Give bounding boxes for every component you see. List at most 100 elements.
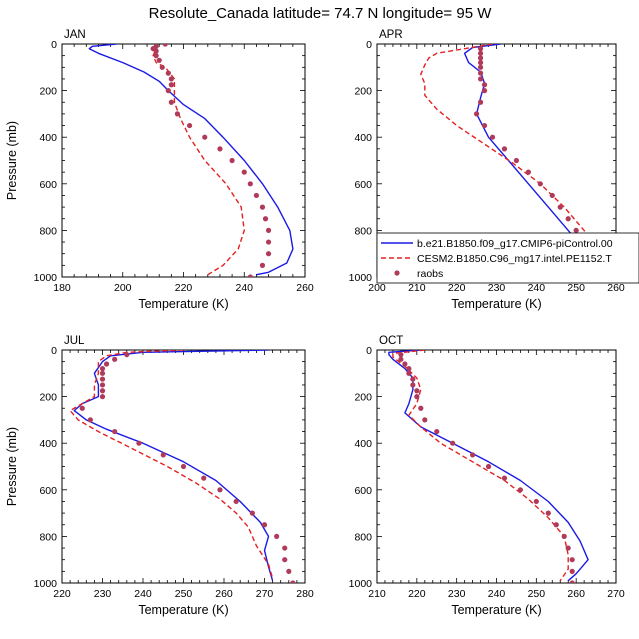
raobs-point [274, 533, 280, 540]
raobs-point [450, 440, 456, 446]
raobs-point [549, 192, 555, 199]
raobs-point [286, 568, 292, 574]
x-tick-label: 240 [528, 282, 546, 294]
raobs-point [265, 227, 272, 233]
raobs-point [180, 463, 187, 470]
legend-label: CESM2.B1850.C96_mg17.intel.PE1152.T [417, 253, 612, 265]
raobs-point [136, 440, 142, 446]
raobs-point [569, 568, 575, 574]
y-tick-label: 0 [51, 39, 57, 51]
raobs-point [160, 452, 166, 458]
raobs-point [422, 417, 428, 423]
y-tick-label: 800 [39, 225, 57, 237]
y-tick-label: 600 [354, 485, 372, 497]
y-tick-label: 800 [354, 531, 372, 543]
raobs-point [513, 157, 520, 164]
raobs-point [156, 57, 162, 63]
panel-jan: 180 200 220 240 260 0 200 400 600 800 1000 JAN Tempe… [5, 29, 314, 311]
raobs-point [168, 82, 174, 88]
raobs-point [561, 533, 567, 540]
x-tick-label: 200 [368, 282, 386, 294]
x-tick-label: 230 [488, 282, 506, 294]
raobs-point [124, 352, 130, 358]
x-tick-label: 250 [567, 282, 585, 294]
legend-label: b.e21.B1850.f09_g17.CMIP6-piControl.00 [417, 238, 613, 250]
raobs-point [259, 204, 266, 210]
x-tick-label: 260 [215, 588, 233, 600]
y-tick-label: 600 [354, 179, 372, 191]
raobs-point [477, 50, 484, 56]
raobs-point [217, 487, 223, 493]
y-tick-label: 400 [354, 438, 372, 450]
raobs-point [282, 545, 288, 551]
raobs-point [501, 475, 508, 481]
raobs-point [174, 111, 181, 117]
raobs-point [573, 227, 579, 233]
x-tick-label: 220 [448, 282, 466, 294]
raobs-point [112, 428, 118, 435]
raobs-point [398, 356, 404, 362]
raobs-point [87, 417, 93, 423]
panel-label: OCT [379, 335, 403, 347]
x-axis-title: Temperature (K) [138, 297, 228, 311]
x-tick-label: 200 [114, 282, 132, 294]
raobs-point [501, 146, 508, 152]
raobs-point [565, 216, 571, 222]
x-tick-label: 260 [607, 282, 625, 294]
y-tick-label: 600 [39, 179, 57, 191]
raobs-point [402, 361, 408, 367]
x-tick-label: 210 [408, 282, 426, 294]
panel-label: JAN [64, 29, 86, 41]
legend-marker-dot [394, 270, 400, 276]
raobs-point [262, 216, 269, 222]
raobs-point [477, 76, 484, 82]
series-line-cesm2 [152, 44, 245, 276]
x-tick-label: 240 [235, 282, 253, 294]
raobs-point [99, 366, 106, 372]
raobs-point [165, 88, 171, 94]
raobs-point [481, 82, 488, 88]
raobs-point [410, 376, 416, 382]
raobs-point [153, 48, 159, 54]
raobs-point [259, 262, 266, 268]
y-tick-label: 400 [39, 438, 57, 450]
raobs-point [477, 46, 484, 52]
y-tick-label: 800 [39, 531, 57, 543]
raobs-point [477, 70, 484, 76]
y-tick-label: 400 [354, 132, 372, 144]
y-tick-label: 200 [354, 86, 372, 98]
series-line-piControl [88, 44, 294, 276]
raobs-point [565, 545, 571, 551]
raobs-point [241, 169, 247, 175]
raobs-point [477, 55, 484, 61]
raobs-point [545, 510, 551, 516]
raobs-point [477, 64, 484, 70]
raobs-point [406, 370, 412, 376]
raobs-point [159, 64, 165, 70]
raobs-point [99, 382, 106, 388]
x-tick-label: 250 [175, 588, 193, 600]
plot-area [88, 44, 294, 277]
panel-label: APR [379, 29, 403, 41]
raobs-point [217, 146, 223, 152]
x-axis-title: Temperature (K) [451, 603, 541, 617]
panel-label: JUL [64, 335, 85, 347]
raobs-point [485, 463, 492, 470]
raobs-point [290, 580, 296, 583]
raobs-point [569, 580, 575, 583]
raobs-point [533, 498, 539, 505]
panel-jul: 220 230 240 250 260 270 280 0 200 400 600 800 1000 JU… [5, 335, 314, 617]
raobs-point [481, 88, 488, 94]
raobs-point [418, 405, 424, 411]
y-axis-title: Pressure (mb) [5, 427, 19, 506]
x-tick-label: 260 [567, 588, 585, 600]
series-line-cesm2 [392, 350, 569, 582]
raobs-point [186, 122, 193, 129]
raobs-point [168, 76, 174, 82]
panels: 180 200 220 240 260 0 200 400 600 800 1000 JAN Tempe… [5, 29, 625, 617]
figure-title: Resolute_Canada latitude= 74.7 N longitu… [149, 5, 493, 22]
raobs-point [414, 388, 420, 394]
x-tick-label: 240 [488, 588, 506, 600]
raobs-point [233, 498, 239, 505]
raobs-point [253, 192, 259, 199]
